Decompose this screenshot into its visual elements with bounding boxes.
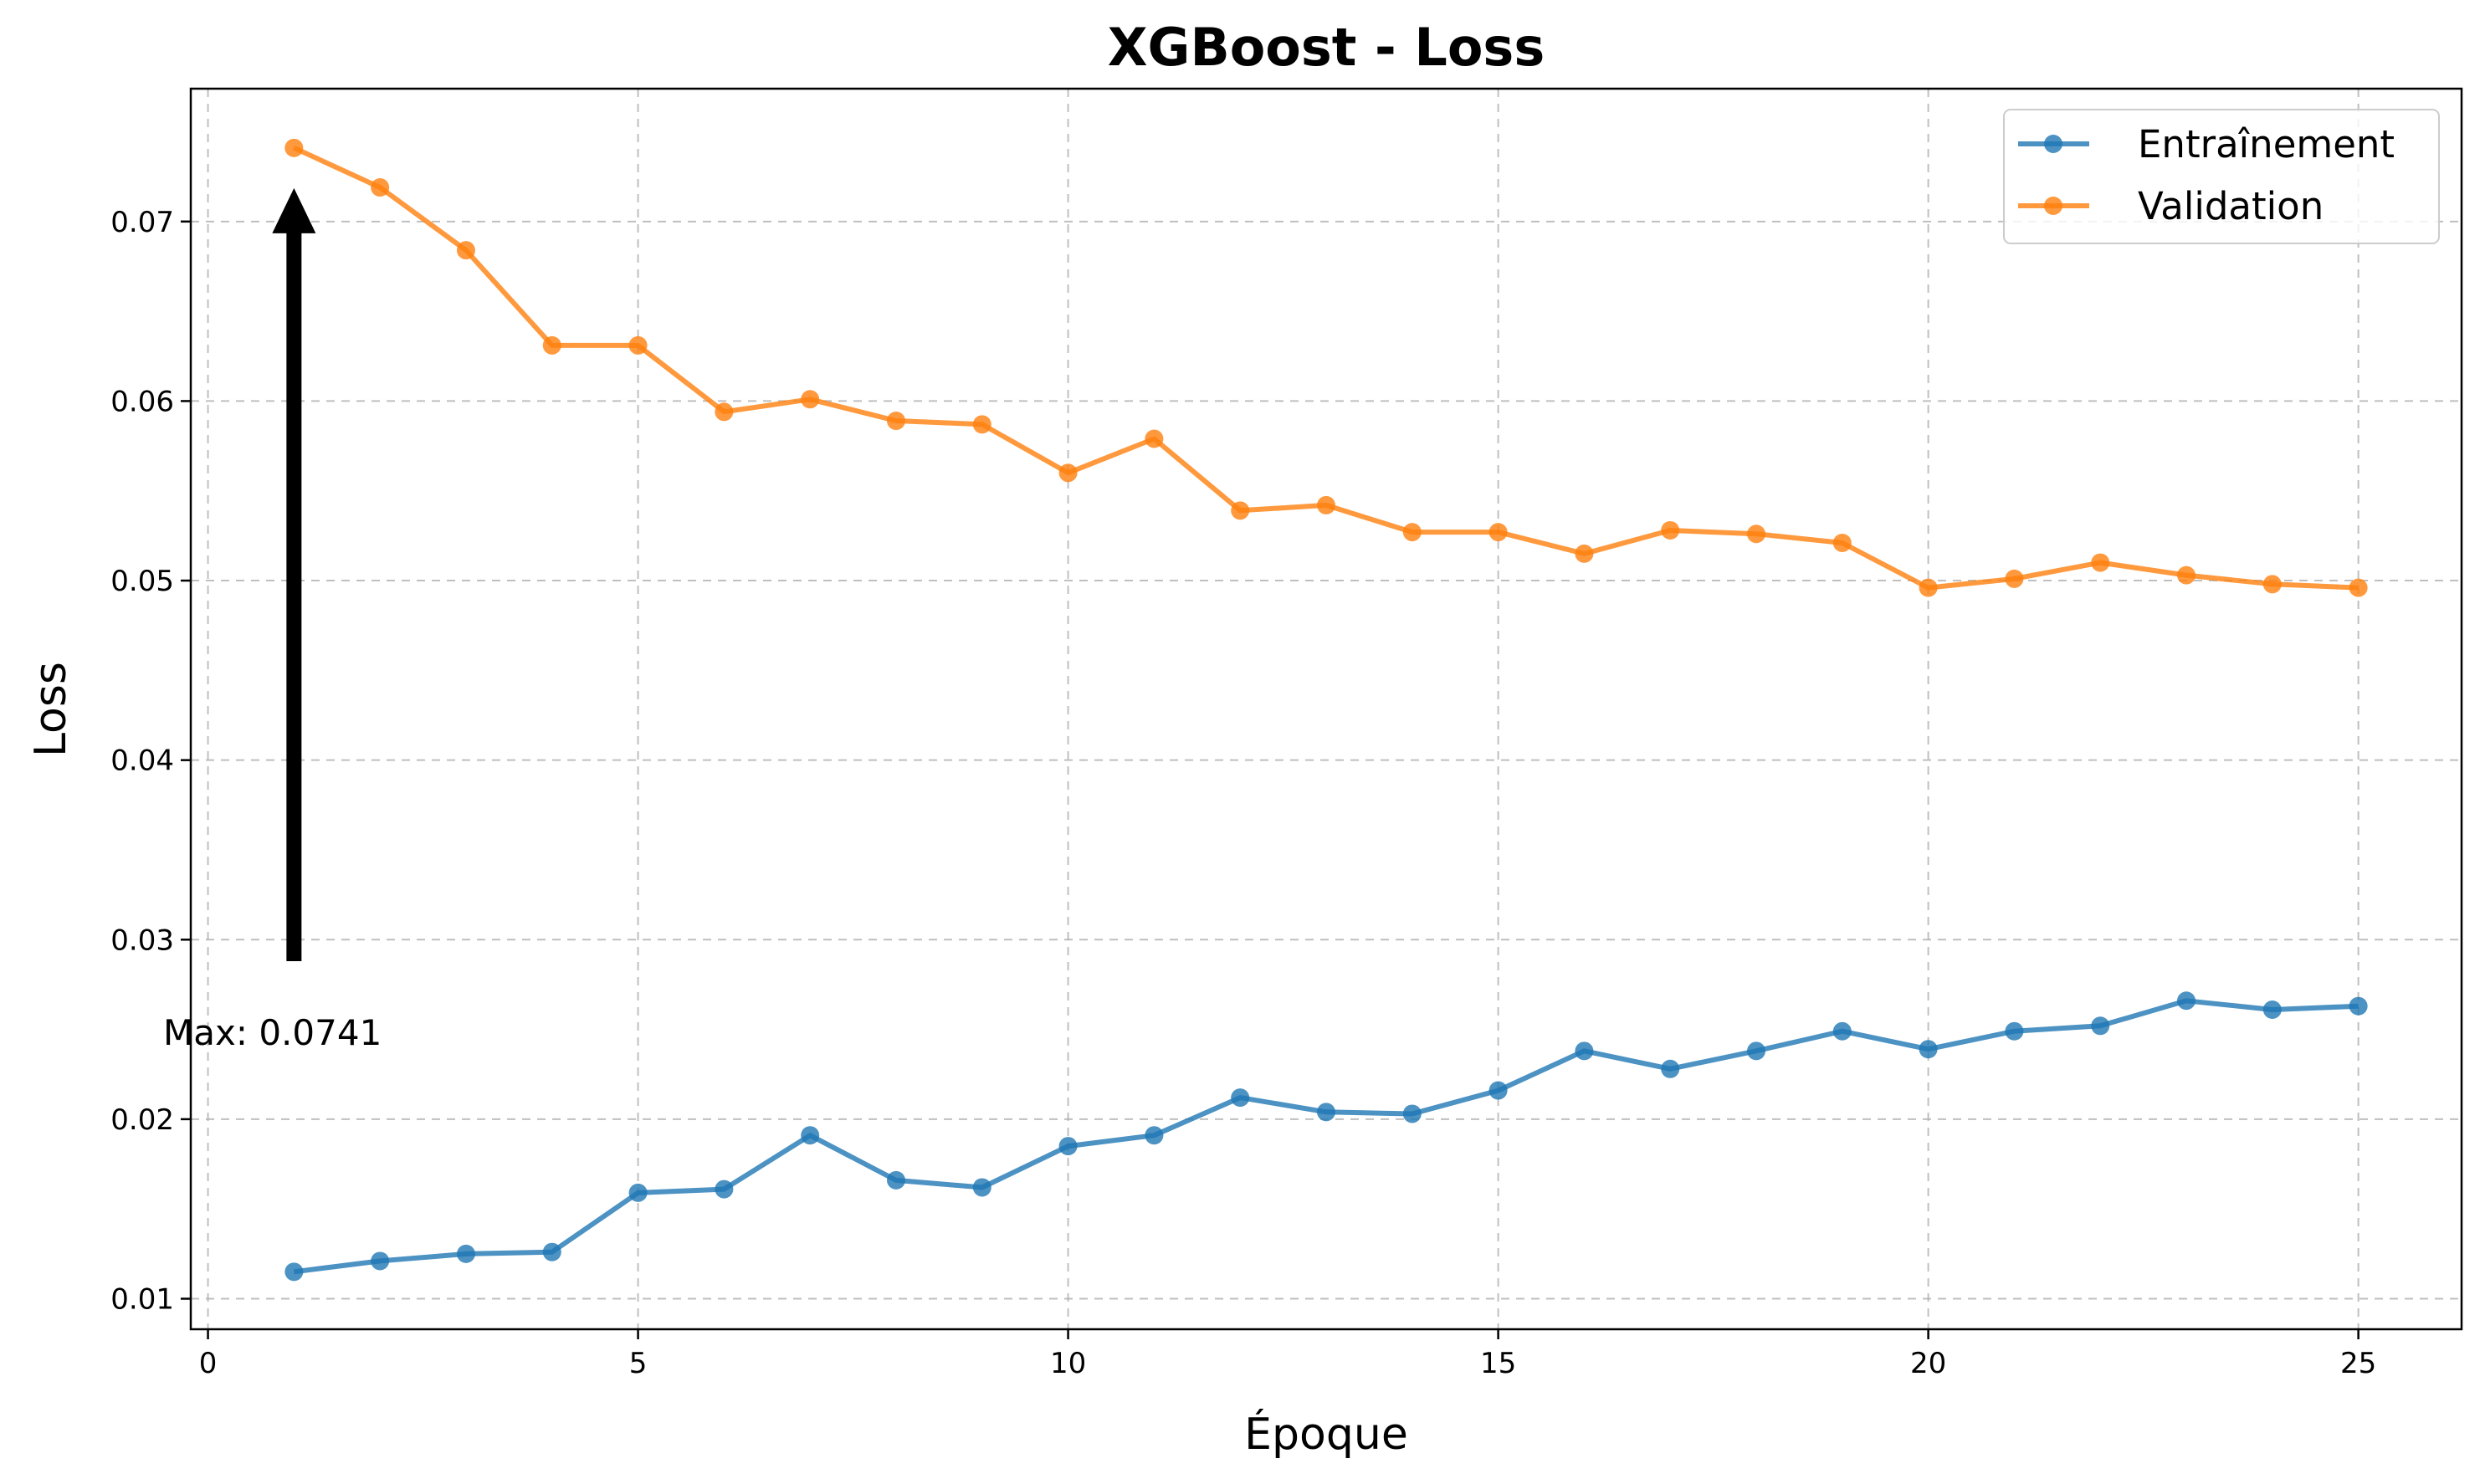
y-tick-label: 0.03 (110, 924, 174, 957)
data-point-validation (1402, 523, 1422, 542)
data-point-training (284, 1262, 304, 1282)
data-point-training (1058, 1137, 1078, 1156)
annotation: Max: 0.0741 (163, 187, 382, 1053)
legend-marker-training (2044, 135, 2062, 153)
data-point-validation (542, 335, 561, 355)
data-point-training (2005, 1021, 2024, 1041)
data-point-validation (1575, 544, 1594, 563)
x-axis-title: Époque (1244, 1409, 1408, 1460)
data-point-training (456, 1244, 475, 1263)
legend-label-validation: Validation (2138, 184, 2324, 228)
data-point-validation (2177, 565, 2196, 585)
x-tick-label: 20 (1910, 1347, 1946, 1380)
data-point-training (371, 1251, 390, 1271)
data-point-validation (2091, 553, 2110, 572)
legend-label-training: Entraînement (2138, 122, 2395, 166)
data-point-validation (1919, 578, 1938, 597)
x-axis-ticks: 0 5 10 15 20 25 (199, 1329, 2376, 1380)
x-tick-label: 5 (629, 1347, 648, 1380)
data-point-validation (972, 415, 991, 434)
data-point-validation (2262, 575, 2282, 594)
data-point-validation (1058, 463, 1078, 483)
y-tick-label: 0.07 (110, 206, 174, 239)
data-point-training (2262, 1000, 2282, 1019)
data-point-training (715, 1180, 734, 1199)
data-point-validation (1231, 501, 1250, 520)
legend: Entraînement Validation (2003, 109, 2440, 244)
data-point-validation (1488, 523, 1508, 542)
data-point-training (1661, 1059, 1680, 1078)
y-tick-label: 0.02 (110, 1103, 174, 1137)
data-point-validation (2349, 578, 2368, 597)
data-point-validation (1145, 429, 1164, 448)
data-point-validation (456, 241, 475, 260)
data-point-training (2177, 991, 2196, 1011)
data-point-validation (284, 138, 304, 157)
data-point-training (1231, 1088, 1250, 1108)
data-point-training (1832, 1021, 1852, 1041)
y-tick-label: 0.06 (110, 385, 174, 418)
y-tick-label: 0.05 (110, 565, 174, 598)
data-point-training (2091, 1016, 2110, 1036)
data-point-training (1145, 1126, 1164, 1145)
data-point-validation (715, 402, 734, 422)
x-tick-label: 25 (2340, 1347, 2376, 1380)
annotation-label: Max: 0.0741 (163, 1012, 382, 1053)
y-tick-label: 0.04 (110, 745, 174, 778)
data-point-training (2349, 996, 2368, 1016)
chart-title: XGBoost - Loss (1108, 17, 1545, 78)
data-point-training (1747, 1041, 1766, 1061)
x-tick-label: 15 (1480, 1347, 1516, 1380)
y-tick-label: 0.01 (110, 1283, 174, 1317)
data-point-validation (628, 335, 648, 355)
data-point-validation (371, 178, 390, 197)
series-layer (284, 138, 2368, 1282)
data-point-validation (1317, 495, 1335, 514)
annotation-arrow-head (272, 187, 316, 233)
data-point-training (1317, 1103, 1335, 1122)
legend-marker-validation (2044, 197, 2062, 215)
data-point-training (972, 1178, 991, 1197)
series-validation (284, 138, 2368, 597)
data-point-validation (1832, 533, 1852, 552)
plot-frame (189, 87, 2463, 1331)
data-point-validation (1661, 520, 1680, 540)
y-axis-ticks: 0.01 0.02 0.03 0.04 0.05 0.06 0.07 (110, 206, 191, 1317)
data-point-training (801, 1126, 820, 1145)
data-point-training (886, 1170, 905, 1190)
data-point-training (1575, 1041, 1594, 1061)
data-point-validation (2005, 569, 2024, 588)
data-point-training (542, 1242, 561, 1261)
data-point-validation (1747, 525, 1766, 544)
data-point-training (1402, 1104, 1422, 1123)
data-point-training (1488, 1081, 1508, 1100)
legend-box (2003, 109, 2440, 244)
x-tick-label: 0 (199, 1347, 218, 1380)
data-point-validation (886, 412, 905, 431)
y-axis-title: Loss (26, 662, 76, 757)
series-training (284, 991, 2368, 1282)
data-point-training (628, 1183, 648, 1202)
data-point-validation (801, 390, 820, 409)
data-point-training (1919, 1040, 1938, 1059)
x-tick-label: 10 (1050, 1347, 1086, 1380)
